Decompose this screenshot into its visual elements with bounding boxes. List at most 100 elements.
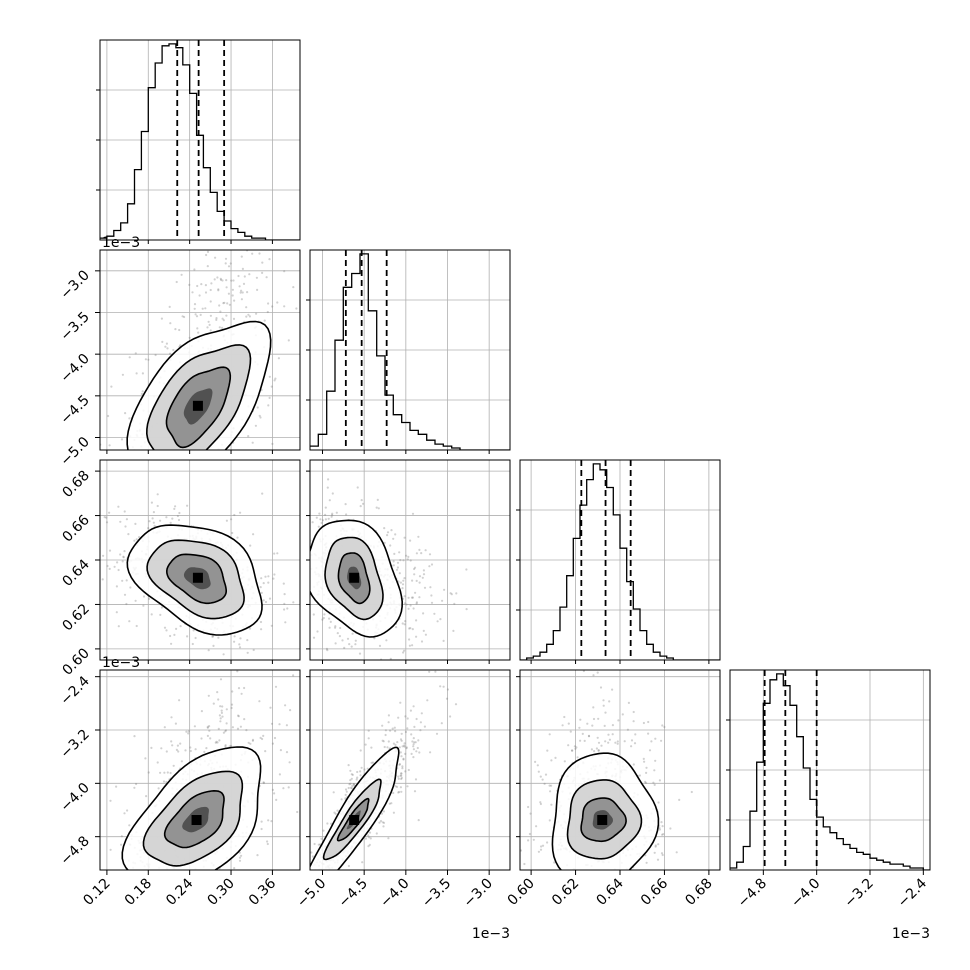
scatter-point	[599, 686, 603, 689]
scatter-point	[418, 575, 422, 578]
scatter-point	[435, 732, 439, 735]
scatter-point	[531, 902, 533, 904]
scatter-point	[208, 725, 211, 728]
scatter-point	[564, 874, 566, 876]
scatter-point	[115, 611, 118, 614]
scatter-point	[429, 751, 432, 754]
scatter-point	[171, 517, 174, 520]
scatter-point	[225, 286, 228, 289]
contour-line	[580, 797, 627, 843]
scatter-point	[553, 861, 556, 864]
scatter-point	[200, 710, 203, 713]
scatter-point	[113, 464, 115, 466]
scatter-point	[439, 618, 442, 621]
scatter-point	[273, 552, 276, 555]
scatter-point	[400, 790, 403, 793]
scatter-point	[561, 724, 564, 727]
scatter-point	[108, 511, 111, 514]
scatter-point	[174, 874, 176, 876]
scatter-point	[261, 261, 264, 264]
scatter-point	[389, 544, 392, 547]
scatter-point	[217, 288, 220, 291]
scatter-point	[119, 488, 121, 490]
scatter-point	[415, 635, 418, 638]
scatter-point	[403, 577, 406, 580]
scatter-point	[590, 748, 594, 751]
scatter-point	[156, 761, 159, 764]
scatter-point	[360, 766, 363, 769]
scatter-point	[260, 577, 263, 580]
scatter-point	[133, 735, 136, 738]
scatter-point	[194, 636, 197, 640]
scatter-point	[413, 725, 416, 729]
scatter-point	[548, 819, 551, 822]
scatter-point	[287, 786, 290, 789]
scatter-point	[135, 782, 138, 786]
scatter-point	[420, 552, 423, 555]
scatter-point	[312, 355, 314, 357]
panel-content	[100, 460, 300, 660]
scatter-point	[238, 859, 242, 862]
scatter-point	[249, 650, 251, 652]
scatter-point	[430, 563, 434, 566]
scatter-point	[238, 643, 241, 646]
contour-line	[121, 746, 262, 870]
scatter-point	[302, 535, 304, 537]
scatter-point	[359, 505, 362, 508]
scatter-point	[204, 481, 206, 483]
scatter-point	[204, 291, 208, 294]
x-tick-label: −4.0	[377, 876, 412, 911]
y-tick-label: −4.0	[57, 780, 92, 815]
scatter-point	[650, 740, 653, 743]
scatter-point	[206, 250, 210, 253]
scatter-point	[410, 596, 414, 599]
scatter-point	[611, 724, 615, 727]
histogram-panel-1	[96, 39, 301, 241]
scatter-point	[121, 373, 124, 376]
scatter-point	[599, 875, 601, 877]
scatter-point	[356, 486, 359, 489]
scatter-point	[197, 872, 199, 874]
scatter-point	[215, 318, 218, 321]
scatter-point	[548, 733, 551, 736]
scatter-point	[261, 271, 264, 274]
y-tick-label: 0.64	[59, 556, 92, 589]
scatter-point	[264, 575, 267, 578]
scatter-point	[434, 670, 437, 673]
scatter-point	[523, 862, 526, 866]
scatter-point	[209, 300, 212, 303]
scatter-point	[110, 482, 112, 484]
scatter-point	[574, 747, 577, 750]
scatter-point	[267, 302, 270, 305]
scatter-point	[224, 744, 227, 747]
scatter-point	[189, 749, 192, 753]
scatter-point	[399, 581, 402, 584]
scatter-point	[257, 182, 259, 184]
scatter-point	[157, 496, 159, 498]
scatter-point	[549, 790, 552, 793]
scatter-point	[317, 525, 320, 528]
scatter-point	[317, 843, 320, 846]
scatter-point	[407, 596, 410, 599]
scatter-point	[227, 292, 230, 295]
scatter-point	[107, 414, 110, 418]
scatter-point	[394, 533, 397, 536]
scatter-point	[265, 276, 268, 279]
scatter-point	[325, 647, 328, 651]
scatter-point	[89, 928, 91, 930]
scatter-point	[330, 515, 333, 518]
scatter-point	[592, 674, 595, 677]
scatter-point	[632, 894, 634, 896]
scatter-point	[386, 531, 390, 534]
scatter-point	[412, 756, 415, 759]
scatter-point	[170, 503, 172, 505]
scatter-point	[366, 767, 369, 770]
scatter-point	[284, 704, 287, 707]
scatter-point	[385, 639, 388, 642]
panel-content	[100, 182, 314, 505]
scatter-point	[332, 873, 334, 875]
scatter-point	[378, 821, 381, 824]
scatter-point	[381, 739, 384, 742]
scatter-point	[252, 533, 255, 536]
scatter-point	[219, 310, 222, 313]
